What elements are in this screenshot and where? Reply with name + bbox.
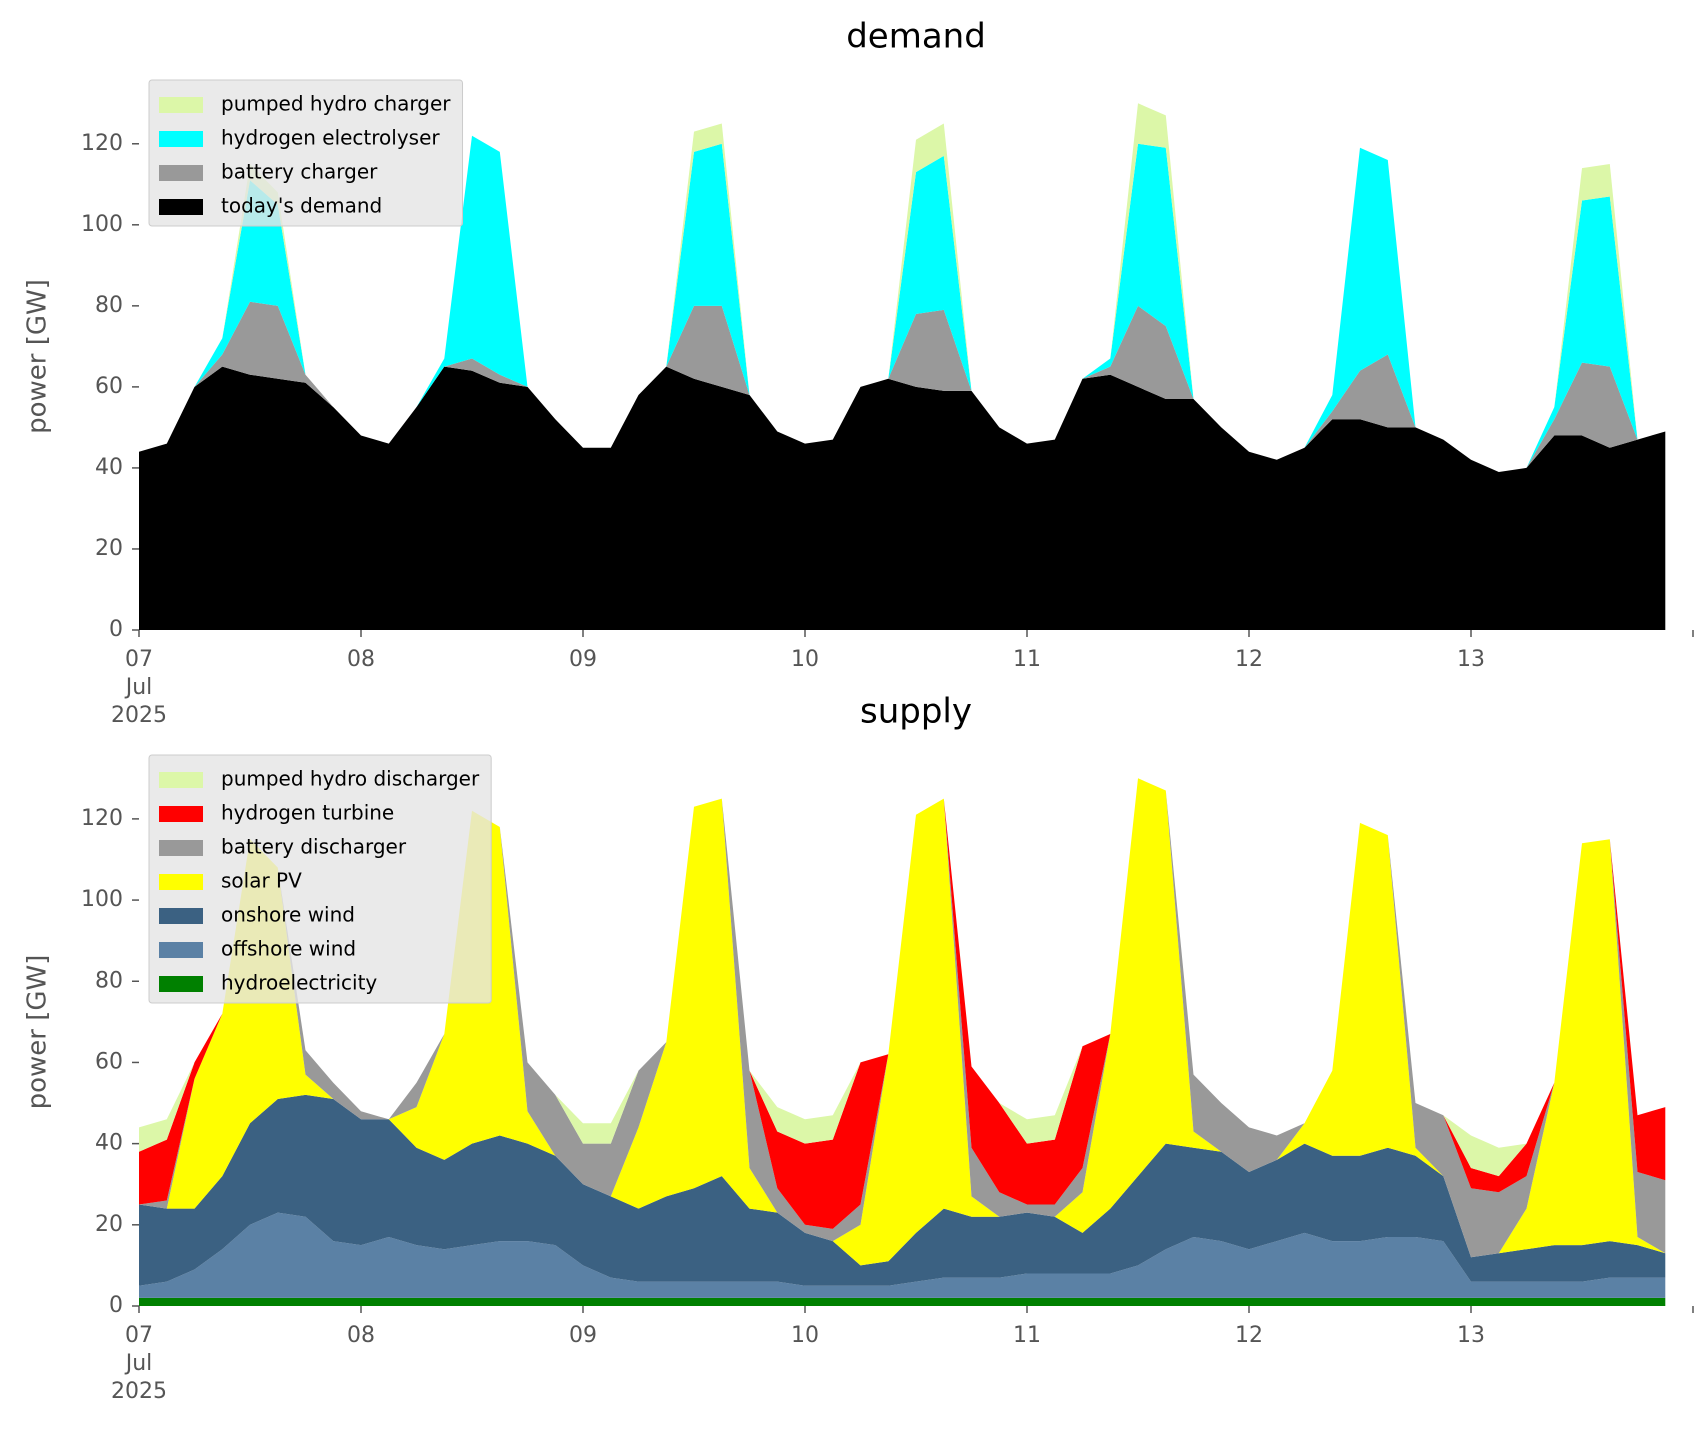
- area: [139, 1094, 1666, 1286]
- y-tick-label: 60: [95, 374, 123, 399]
- legend-box: [148, 754, 492, 1004]
- y-tick-label: 20: [95, 536, 123, 561]
- legend-box: [148, 79, 464, 227]
- y-tick-label: 80: [95, 293, 123, 318]
- area: [139, 1297, 1666, 1306]
- y-tick-label: 40: [95, 455, 123, 480]
- x-tick-label: 09: [569, 647, 597, 672]
- y-axis-label: power [GW]: [23, 279, 53, 434]
- chart-title: supply: [860, 692, 972, 732]
- legend-label: solar PV: [221, 869, 302, 893]
- legend-swatch: [159, 840, 203, 856]
- y-tick-label: 120: [81, 131, 123, 156]
- y-tick-label: 120: [81, 806, 123, 831]
- area: [139, 366, 1666, 630]
- legend-swatch: [159, 131, 203, 147]
- legend-swatch: [159, 942, 203, 958]
- x-tick-label: 13: [1457, 647, 1485, 672]
- x-tick-label: 08: [347, 1323, 375, 1348]
- legend-label: hydrogen turbine: [221, 801, 394, 825]
- area: [139, 778, 1666, 1258]
- legend-swatch: [159, 874, 203, 890]
- x-tick-label: 10: [791, 1323, 819, 1348]
- y-tick-label: 60: [95, 1049, 123, 1074]
- legend-swatch: [159, 806, 203, 822]
- legend: pumped hydro charger hydrogen electrolyse…: [148, 79, 464, 227]
- x-tick-label: 11: [1013, 647, 1041, 672]
- legend-label: battery discharger: [221, 835, 407, 859]
- legend-label: hydroelectricity: [221, 971, 377, 995]
- legend-swatch: [159, 976, 203, 992]
- legend-label: pumped hydro discharger: [221, 767, 480, 791]
- x-tick-label: 10: [791, 647, 819, 672]
- area: [139, 1212, 1666, 1298]
- x-tick-label: 13: [1457, 1323, 1485, 1348]
- y-tick-label: 0: [109, 1293, 123, 1318]
- legend-swatch: [159, 97, 203, 113]
- y-tick-label: 40: [95, 1131, 123, 1156]
- legend-label: today's demand: [221, 194, 382, 218]
- legend-swatch: [159, 772, 203, 788]
- y-axis-label: power [GW]: [23, 955, 53, 1110]
- legend-label: hydrogen electrolyser: [221, 126, 440, 150]
- area: [139, 135, 1666, 472]
- x-tick-label: 11: [1013, 1323, 1041, 1348]
- legend-label: onshore wind: [221, 903, 355, 927]
- y-tick-label: 100: [81, 887, 123, 912]
- x-tick-label: 12: [1235, 647, 1263, 672]
- legend-label: pumped hydro charger: [221, 92, 451, 116]
- legend-swatch: [159, 908, 203, 924]
- y-tick-label: 20: [95, 1212, 123, 1237]
- area: [139, 778, 1666, 1229]
- legend-swatch: [159, 199, 203, 215]
- x-tick-label: 09: [569, 1323, 597, 1348]
- x-tick-label: 07 Jul 2025: [111, 647, 167, 728]
- y-tick-label: 100: [81, 212, 123, 237]
- chart-title: demand: [846, 17, 986, 57]
- legend-label: battery charger: [221, 160, 378, 184]
- y-tick-label: 80: [95, 968, 123, 993]
- x-tick-label: 07 Jul 2025: [111, 1323, 167, 1404]
- area: [139, 778, 1666, 1266]
- x-tick-label: 08: [347, 647, 375, 672]
- legend-label: offshore wind: [221, 937, 356, 961]
- area: [139, 301, 1666, 472]
- legend-swatch: [159, 165, 203, 181]
- y-tick-label: 0: [109, 617, 123, 642]
- legend: pumped hydro discharger hydrogen turbine b…: [148, 754, 492, 1004]
- x-tick-label: 12: [1235, 1323, 1263, 1348]
